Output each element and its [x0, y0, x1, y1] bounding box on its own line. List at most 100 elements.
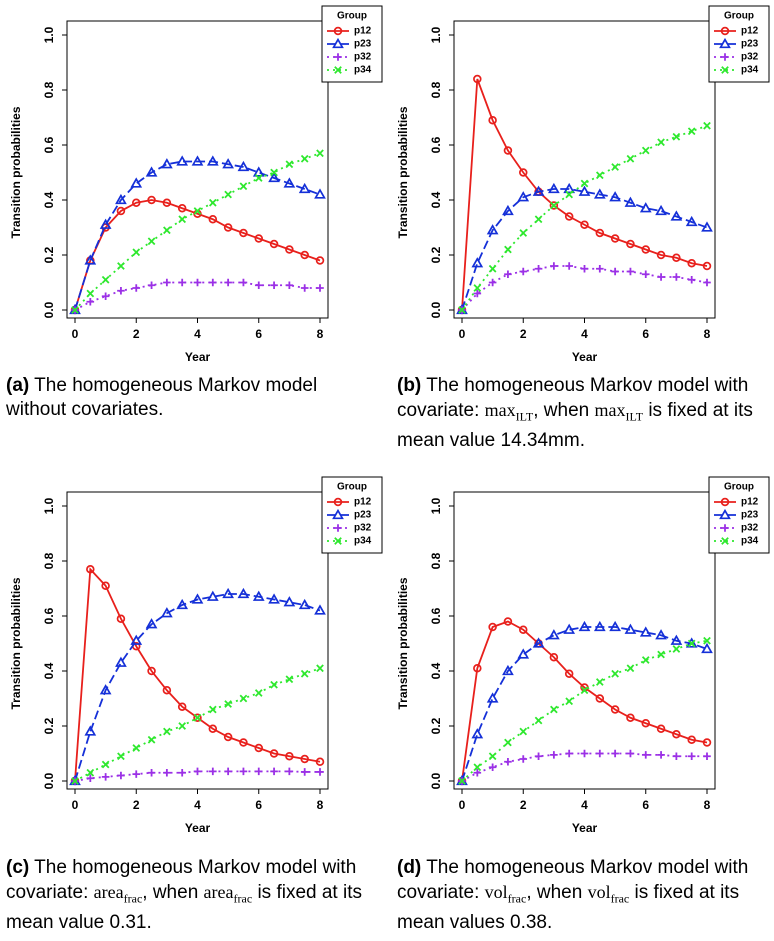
data-point-p12 — [208, 215, 218, 224]
data-point-p12 — [595, 694, 605, 703]
data-point-p23 — [84, 725, 97, 736]
data-point-p32 — [611, 267, 619, 276]
x-tick-label: 4 — [581, 798, 588, 812]
data-point-p32 — [626, 267, 635, 276]
data-point-p34 — [565, 190, 574, 199]
data-point-p34 — [71, 306, 79, 314]
caption-b-tail: is fixed at its mean value 14.34mm. — [397, 400, 753, 451]
data-point-p12 — [610, 234, 620, 243]
data-point-p34 — [163, 727, 171, 736]
caption-d-cov-2: volfrac — [588, 882, 630, 906]
caption-c: (c) The homogeneous Markov model with co… — [6, 856, 381, 935]
data-point-p32 — [657, 273, 665, 281]
data-point-p34 — [488, 752, 497, 761]
data-point-p23 — [130, 634, 143, 645]
data-point-p12 — [193, 713, 202, 723]
series-points-p23 — [456, 182, 713, 315]
data-point-p12 — [610, 705, 620, 714]
y-tick-label: 0.2 — [42, 246, 56, 263]
data-point-p12 — [519, 625, 528, 635]
data-point-p32 — [101, 292, 110, 301]
data-point-p12 — [254, 743, 264, 753]
data-point-p12 — [626, 713, 635, 723]
caption-d-label: (d) — [397, 857, 422, 878]
data-point-p23 — [115, 656, 127, 667]
x-tick-label: 6 — [255, 327, 262, 341]
data-point-p23 — [252, 166, 265, 177]
data-point-p32 — [270, 281, 278, 290]
data-point-p32 — [657, 751, 665, 759]
x-axis-title: Year — [572, 350, 598, 364]
data-point-p23 — [471, 728, 484, 739]
data-point-p23 — [685, 215, 698, 227]
legend-label-p12: p12 — [354, 497, 372, 508]
data-point-p12 — [656, 724, 666, 734]
data-point-p34 — [178, 722, 187, 730]
data-point-p23 — [145, 618, 158, 629]
series-line-p23 — [461, 626, 708, 782]
data-point-p23 — [655, 204, 667, 216]
legend-marker-p23 — [719, 37, 731, 49]
x-tick-label: 0 — [72, 798, 79, 812]
caption-b: (b) The homogeneous Markov model with co… — [397, 374, 772, 453]
y-tick-label: 0.6 — [42, 607, 56, 624]
data-point-p23 — [176, 598, 189, 610]
data-point-p12 — [177, 702, 187, 712]
data-point-p12 — [300, 754, 309, 764]
y-axis-title: Transition probabilities — [396, 106, 410, 238]
panel-b: 0 2 4 6 8 0.0 0.2 0.4 0.6 0.8 1.0 Year Transition pr… — [387, 0, 774, 470]
legend-label-p12: p12 — [741, 497, 759, 508]
data-point-p12 — [687, 259, 696, 268]
y-tick-label: 0.4 — [429, 191, 443, 208]
legend-marker-p34 — [721, 66, 729, 74]
data-point-p23 — [206, 155, 219, 166]
data-point-p12 — [564, 669, 574, 679]
x-tick-label: 2 — [520, 798, 527, 812]
data-point-p34 — [239, 694, 248, 703]
data-point-p12 — [503, 617, 513, 626]
caption-d-cov-sub: frac — [507, 891, 527, 906]
data-point-p32 — [596, 264, 604, 273]
legend-label-p32: p32 — [354, 52, 372, 63]
data-point-p12 — [285, 245, 294, 254]
data-point-p32 — [534, 264, 543, 273]
y-tick-label: 0.4 — [42, 191, 56, 208]
y-tick-label: 0.8 — [429, 81, 443, 98]
data-point-p32 — [132, 284, 141, 292]
data-point-p32 — [193, 767, 202, 776]
data-point-p23 — [237, 587, 250, 599]
data-point-p23 — [486, 692, 499, 703]
y-tick-label: 0.4 — [429, 662, 443, 679]
y-tick-label: 0.0 — [429, 301, 443, 318]
data-point-p23 — [130, 177, 143, 188]
data-point-p23 — [517, 191, 530, 202]
series-points-p34 — [71, 664, 324, 785]
caption-a-label: (a) — [6, 375, 30, 396]
data-point-p32 — [672, 273, 681, 281]
data-point-p34 — [641, 656, 650, 664]
data-point-p34 — [300, 154, 309, 163]
y-tick-label: 0.0 — [429, 772, 443, 789]
data-point-p32 — [519, 755, 528, 763]
data-point-p23 — [486, 224, 499, 235]
data-point-p32 — [239, 767, 248, 776]
data-point-p12 — [86, 564, 95, 574]
data-point-p32 — [239, 278, 248, 287]
legend-label-p23: p23 — [741, 510, 759, 521]
data-point-p23 — [624, 196, 637, 207]
data-point-p34 — [687, 639, 696, 648]
data-point-p12 — [702, 261, 712, 271]
caption-c-cov: areafrac — [94, 882, 143, 906]
data-point-p23 — [578, 185, 591, 196]
data-point-p12 — [641, 245, 651, 254]
data-point-p32 — [163, 768, 171, 777]
data-point-p12 — [519, 168, 528, 177]
y-tick-label: 0.8 — [42, 81, 56, 98]
data-point-p32 — [193, 278, 202, 287]
data-point-p23 — [670, 210, 683, 221]
data-point-p12 — [147, 195, 156, 205]
data-point-p23 — [639, 626, 652, 637]
data-point-p32 — [178, 278, 186, 287]
data-point-p34 — [580, 179, 589, 188]
data-point-p32 — [504, 270, 512, 279]
